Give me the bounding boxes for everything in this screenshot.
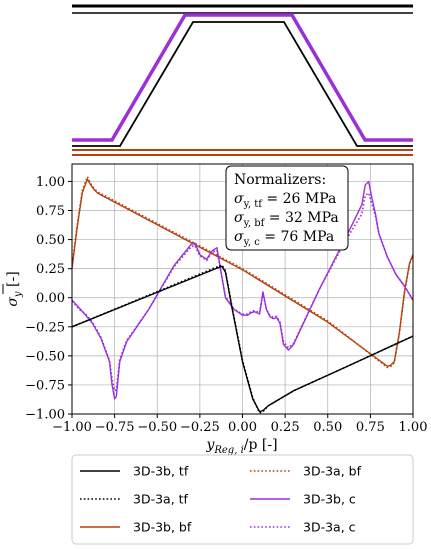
series-layer xyxy=(72,175,413,414)
stress-plot: −1.00 −0.75 −0.50 −0.25 0.00 0.25 0.50 0.75 1.00… xyxy=(2,163,427,456)
y-tick-label: −0.50 xyxy=(25,349,65,364)
x-tick-label: −1.00 xyxy=(52,420,92,435)
normalizers-title: Normalizers: xyxy=(234,172,326,188)
normalizer-bf-sub: y, bf xyxy=(243,218,266,229)
y-tick-label: 0.00 xyxy=(36,291,65,306)
y-tick-label: 0.50 xyxy=(36,233,65,248)
series-line-3d-3b-bf xyxy=(72,178,413,368)
y-axis-label-tail: [-] xyxy=(5,271,21,291)
y-axis-label-sub: y xyxy=(13,291,24,298)
normalizer-bf-value: = 32 MPa xyxy=(264,210,338,226)
x-tick-label: −0.75 xyxy=(95,420,135,435)
legend-label: 3D-3a, bf xyxy=(303,464,362,479)
legend-items: 3D-3b, tf 3D-3a, bf 3D-3a, tf 3D-3b, c 3D-3b… xyxy=(80,464,362,535)
legend-label: 3D-3a, tf xyxy=(133,492,189,507)
normalizer-line-tf: σy, tf = 26 MPa xyxy=(234,191,336,210)
y-tick-label: −0.25 xyxy=(25,320,65,335)
y-axis-label: σy [-] xyxy=(5,271,24,306)
normalizer-c-value: = 76 MPa xyxy=(260,229,334,245)
normalizer-c-var: σ xyxy=(234,229,244,245)
x-tick-label: 0.00 xyxy=(228,420,257,435)
y-axis-label-main: σ xyxy=(5,297,21,307)
x-axis-label-main: y xyxy=(205,437,215,453)
profile-core-purple xyxy=(72,13,413,142)
profile-core-black xyxy=(72,21,413,147)
cross-section-profile xyxy=(72,4,413,156)
x-tick-label: 0.50 xyxy=(313,420,342,435)
series-line-3d-3b-c xyxy=(72,180,413,400)
series-line-3d-3a-c xyxy=(72,192,413,392)
x-ticks: −1.00 −0.75 −0.50 −0.25 0.00 0.25 0.50 0.75 1.00 xyxy=(52,414,427,435)
y-tick-label: 0.25 xyxy=(36,262,65,277)
x-tick-label: −0.50 xyxy=(137,420,177,435)
x-tick-label: 0.75 xyxy=(356,420,385,435)
normalizer-bf-var: σ xyxy=(234,210,244,226)
legend-label: 3D-3b, bf xyxy=(133,520,192,535)
legend-label: 3D-3a, c xyxy=(303,520,356,535)
normalizer-tf-sub: y, tf xyxy=(243,199,264,210)
normalizer-line-bf: σy, bf = 32 MPa xyxy=(234,210,339,229)
x-tick-label: 0.25 xyxy=(271,420,300,435)
legend-frame xyxy=(71,454,414,545)
normalizer-line-c: σy, c = 76 MPa xyxy=(234,229,334,248)
normalizers-frame xyxy=(225,165,349,251)
legend-label: 3D-3b, tf xyxy=(133,464,189,479)
y-tick-label: 1.00 xyxy=(36,175,65,190)
normalizer-tf-var: σ xyxy=(234,191,244,207)
x-axis-label-sub: Reg, i xyxy=(213,445,243,456)
y-tick-label: 0.75 xyxy=(36,204,65,219)
x-tick-label: 1.00 xyxy=(399,420,428,435)
normalizer-tf-value: = 26 MPa xyxy=(262,191,336,207)
legend: 3D-3b, tf 3D-3a, bf 3D-3a, tf 3D-3b, c 3D-3b… xyxy=(71,454,414,545)
x-tick-label: −0.25 xyxy=(180,420,220,435)
series-line-3d-3b-tf xyxy=(72,265,413,413)
y-ticks: 1.00 0.75 0.50 0.25 0.00 −0.25 −0.50 −0.75 −1.00 xyxy=(25,175,72,423)
y-tick-label: −1.00 xyxy=(25,408,65,423)
legend-label: 3D-3b, c xyxy=(303,492,356,507)
x-axis-label-tail: /p [-] xyxy=(244,437,278,453)
normalizers-box: Normalizers: σy, tf = 26 MPa σy, bf = 32… xyxy=(225,165,349,251)
x-axis-label: yReg, i/p [-] xyxy=(205,437,277,456)
y-tick-label: −0.75 xyxy=(25,378,65,393)
normalizer-c-sub: y, c xyxy=(243,237,261,248)
series-line-3d-3a-bf xyxy=(72,175,413,369)
